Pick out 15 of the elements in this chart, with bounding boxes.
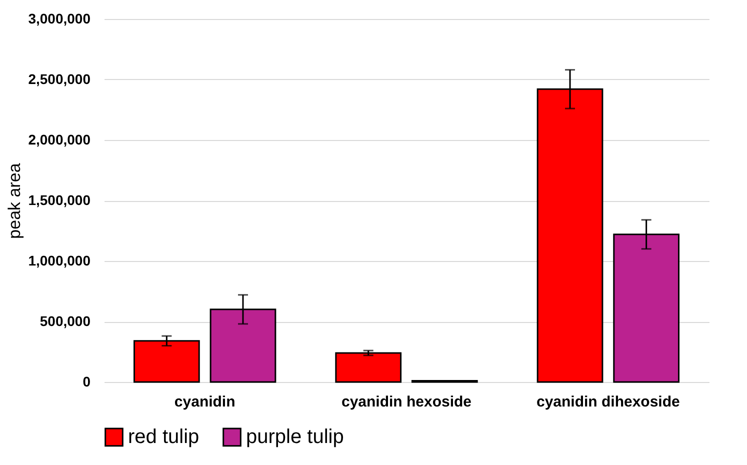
x-tick-label: cyanidin dihexoside <box>536 394 680 410</box>
legend-label: purple tulip <box>246 426 344 448</box>
y-tick-label: 1,500,000 <box>28 192 91 208</box>
y-axis-title: peak area <box>5 162 24 239</box>
y-tick-label: 500,000 <box>40 313 91 329</box>
y-tick-label: 1,000,000 <box>28 252 91 268</box>
y-tick-label: 0 <box>82 374 91 390</box>
x-tick-label: cyanidin <box>174 394 236 410</box>
y-tick-label: 2,500,000 <box>28 71 91 87</box>
bar <box>134 340 200 383</box>
legend-label: red tulip <box>128 426 200 448</box>
bar <box>335 352 402 383</box>
x-tick-label: cyanidin hexoside <box>341 394 472 410</box>
y-tick-label: 3,000,000 <box>28 10 91 26</box>
y-tick-label: 2,000,000 <box>28 132 91 148</box>
